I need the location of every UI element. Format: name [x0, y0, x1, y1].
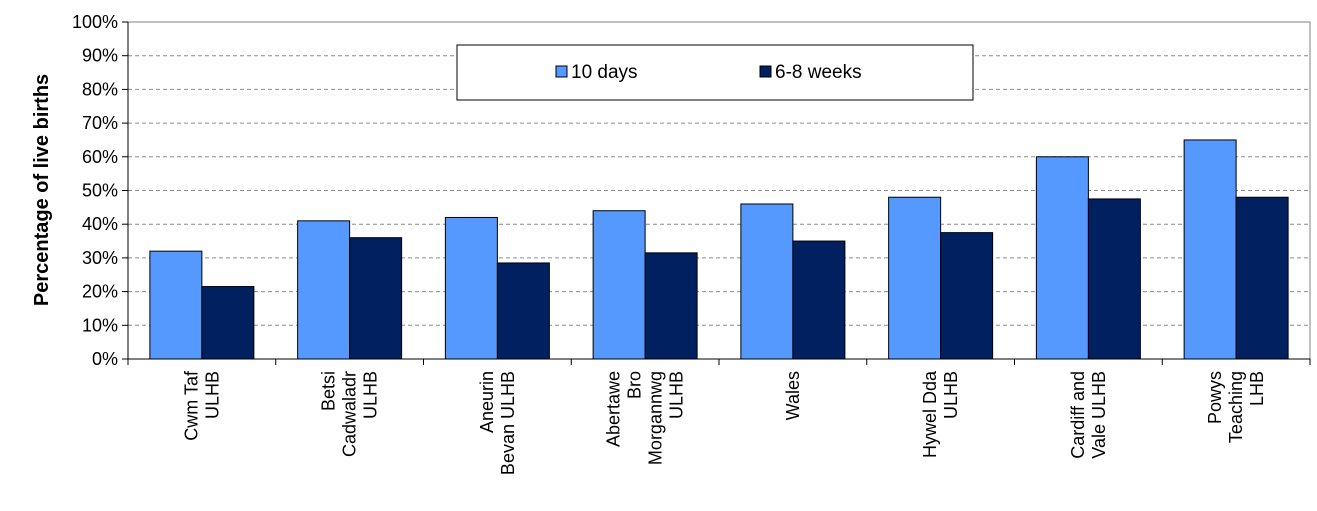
x-category-label: AneurinBevan ULHB [477, 371, 518, 475]
x-category-label-line: Vale ULHB [1089, 371, 1109, 459]
bar-10-days [297, 220, 351, 360]
x-category-label-line: ULHB [361, 371, 381, 419]
x-category-label-line: Abertawe [604, 371, 624, 447]
bar-6-8-weeks [1087, 198, 1141, 360]
legend-swatch [759, 65, 772, 78]
x-category-label-line: ULHB [667, 371, 687, 419]
x-category-labels: Cwm TafULHB BetsiCadwaladrULHB AneurinBeva… [181, 370, 1267, 475]
x-category-label-line: Cadwaladr [340, 371, 360, 457]
x-category-label: Cardiff andVale ULHB [1068, 371, 1109, 459]
axes [122, 21, 1311, 365]
bar-10-days [592, 210, 646, 360]
bar-10-days [149, 250, 203, 360]
bar-6-8-weeks [496, 262, 550, 360]
y-tick-label: 20% [82, 282, 118, 302]
legend-entry: 6-8 weeks [775, 62, 862, 83]
x-category-label-line: Aneurin [477, 371, 497, 433]
legend: 10 days 6-8 weeks [456, 44, 974, 101]
x-category-label: BetsiCadwaladrULHB [319, 371, 381, 457]
bars [149, 139, 1289, 360]
y-tick-label: 50% [82, 181, 118, 201]
bar-10-days [888, 196, 942, 360]
bar-6-8-weeks [792, 240, 846, 360]
legend-swatch [555, 65, 568, 78]
bar-6-8-weeks [201, 286, 255, 360]
x-category-label-line: Cardiff and [1068, 371, 1088, 459]
bar-6-8-weeks [349, 237, 403, 360]
y-tick-label: 60% [82, 147, 118, 167]
bar-6-8-weeks [644, 252, 698, 360]
y-tick-label: 70% [82, 113, 118, 133]
x-category-label-line: ULHB [941, 371, 961, 419]
bar-10-days [740, 203, 794, 360]
x-category-label-line: Bro [625, 371, 645, 399]
y-tick-label: 80% [82, 79, 118, 99]
x-category-label: PowysTeachingLHB [1205, 371, 1267, 443]
bar-6-8-weeks [940, 232, 994, 360]
x-category-label-line: Teaching [1226, 371, 1246, 443]
x-category-label: Hywel DdaULHB [920, 370, 961, 458]
x-category-label-line: Hywel Dda [920, 370, 940, 458]
bar-10-days [444, 216, 498, 360]
x-category-label-line: Powys [1205, 371, 1225, 424]
x-category-label-line: Morgannwg [646, 371, 666, 465]
y-tick-label: 100% [72, 12, 118, 32]
y-tick-label: 10% [82, 315, 118, 335]
bar-10-days [1035, 156, 1089, 360]
x-category-label-line: ULHB [202, 371, 222, 419]
x-category-label-line: Bevan ULHB [498, 371, 518, 475]
x-category-label-line: Betsi [319, 371, 339, 411]
x-category-label-line: LHB [1247, 371, 1267, 406]
y-tick-labels: 0% 10% 20% 30% 40% 50% 60% 70% 80% 90% 100% [72, 12, 118, 369]
legend-box [456, 44, 974, 101]
y-tick-label: 40% [82, 214, 118, 234]
legend-entry: 10 days [571, 62, 638, 83]
y-tick-label: 0% [92, 349, 118, 369]
bar-10-days [1183, 139, 1237, 360]
x-category-label: Cwm TafULHB [181, 370, 222, 441]
x-category-label-line: Cwm Taf [181, 370, 201, 441]
y-tick-label: 90% [82, 46, 118, 66]
x-category-label: AbertaweBroMorgannwgULHB [604, 371, 687, 465]
y-axis-label: Percentage of live births [31, 74, 53, 306]
bar-6-8-weeks [1235, 196, 1289, 360]
x-category-label-line: Wales [783, 371, 803, 420]
x-category-label: Wales [783, 371, 803, 420]
y-tick-label: 30% [82, 248, 118, 268]
